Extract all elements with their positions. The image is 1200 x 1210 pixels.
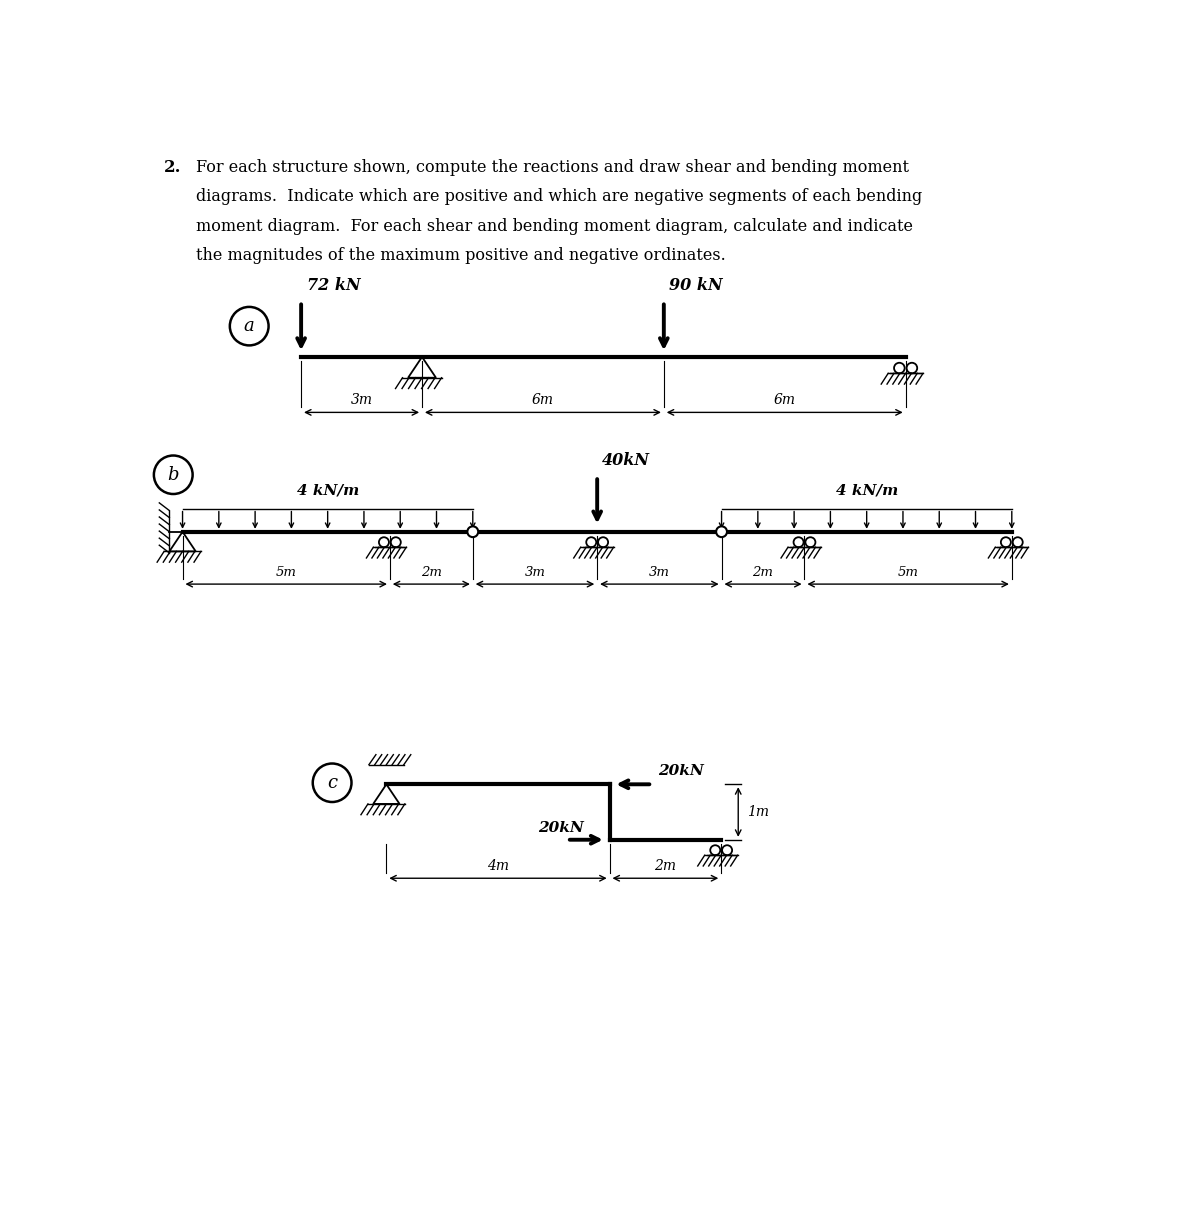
Circle shape [467, 526, 479, 537]
Text: 3m: 3m [524, 566, 546, 578]
Text: 1m: 1m [748, 805, 769, 819]
Text: a: a [244, 317, 254, 335]
Text: 3m: 3m [350, 393, 372, 407]
Text: 5m: 5m [276, 566, 296, 578]
Text: 2m: 2m [752, 566, 774, 578]
Text: 72 kN: 72 kN [306, 277, 360, 294]
Text: diagrams.  Indicate which are positive and which are negative segments of each b: diagrams. Indicate which are positive an… [197, 189, 923, 206]
Text: c: c [328, 773, 337, 791]
Text: 4m: 4m [487, 859, 509, 872]
Text: 4 kN/m: 4 kN/m [296, 484, 359, 497]
Text: 2.: 2. [164, 159, 181, 177]
Text: 20kN: 20kN [658, 765, 703, 778]
Text: 5m: 5m [898, 566, 919, 578]
Text: 2m: 2m [421, 566, 442, 578]
Text: For each structure shown, compute the reactions and draw shear and bending momen: For each structure shown, compute the re… [197, 159, 910, 177]
Text: moment diagram.  For each shear and bending moment diagram, calculate and indica: moment diagram. For each shear and bendi… [197, 218, 913, 235]
Text: 20kN: 20kN [539, 822, 584, 835]
Text: b: b [168, 466, 179, 484]
Text: 4 kN/m: 4 kN/m [835, 484, 898, 497]
Text: 90 kN: 90 kN [670, 277, 722, 294]
Text: the magnitudes of the maximum positive and negative ordinates.: the magnitudes of the maximum positive a… [197, 247, 726, 264]
Text: 40kN: 40kN [602, 451, 650, 468]
Text: 6m: 6m [532, 393, 554, 407]
Text: 3m: 3m [649, 566, 670, 578]
Text: 2m: 2m [654, 859, 677, 872]
Text: 6m: 6m [774, 393, 796, 407]
Circle shape [716, 526, 727, 537]
